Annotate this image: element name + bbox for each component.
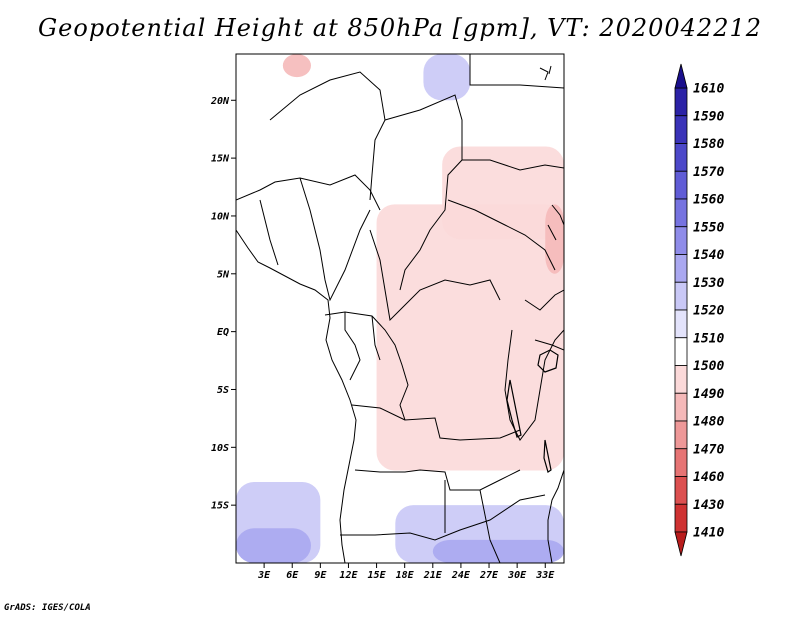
field-east-edge-red — [545, 204, 564, 274]
colorbar-swatch — [674, 87, 688, 117]
colorbar-level-label: 1530 — [693, 276, 724, 291]
lake-tanganyika — [506, 379, 522, 438]
y-tick-label: 10S — [211, 443, 229, 454]
border-angola — [351, 404, 521, 491]
colorbar-level-label: 1500 — [693, 359, 724, 374]
grads-credit: GrADS: IGES/COLA — [4, 603, 91, 613]
x-tick-label: 30E — [507, 570, 527, 581]
colorbar-level-label: 1580 — [693, 137, 724, 152]
border-gabon-congo — [344, 312, 381, 381]
colorbar-swatch — [674, 170, 688, 200]
border-southern-africa — [340, 480, 546, 563]
border-west-sahel — [236, 174, 381, 211]
x-tick-label: 24E — [451, 570, 471, 581]
y-tick-label: 5N — [217, 269, 230, 280]
coastline-west-africa — [236, 229, 357, 563]
chart-title: Geopotential Height at 850hPa [gpm], VT:… — [38, 14, 762, 42]
colorbar-swatch — [674, 226, 688, 255]
colorbar-top-arrow — [674, 63, 688, 89]
y-tick-label: 5S — [217, 385, 229, 396]
x-tick-label: 27E — [479, 570, 499, 581]
colorbar-level-label: 1470 — [693, 442, 724, 457]
field-northwest-red-patch — [282, 54, 311, 78]
coastline-layer — [236, 54, 564, 563]
red-sea-coast — [539, 65, 552, 81]
x-tick-label: 12E — [339, 570, 358, 581]
colorbar: 1610 1590 1580 1570 1560 1550 1540 1530 1520 1510… — [674, 63, 724, 557]
colorbar-swatch — [674, 115, 688, 144]
border-car — [369, 229, 501, 322]
y-axis: 20N 15N 10N 5N EQ 5S 10S 15S — [210, 96, 236, 512]
border-congo-basin — [324, 311, 521, 441]
border-egypt — [469, 54, 564, 89]
y-tick-label: EQ — [217, 327, 229, 338]
colorbar-swatch — [674, 448, 688, 477]
colorbar-level-label: 1430 — [693, 498, 724, 513]
x-tick-label: 6E — [286, 570, 299, 581]
colorbar-swatch — [674, 476, 688, 505]
field-southeast-deep-blue — [432, 539, 564, 563]
colorbar-swatch — [674, 337, 688, 366]
x-tick-label: 3E — [257, 570, 271, 581]
border-sahara-north — [269, 71, 386, 201]
colorbar-swatch — [674, 392, 688, 422]
colorbar-level-label: 1550 — [693, 220, 724, 235]
border-nigeria — [259, 177, 371, 302]
colorbar-level-label: 1520 — [693, 304, 724, 319]
colorbar-level-label: 1570 — [693, 165, 724, 180]
field-sudan-red — [442, 146, 564, 240]
border-east-edge — [547, 204, 564, 241]
x-tick-label: 21E — [423, 570, 443, 581]
x-tick-label: 15E — [368, 570, 387, 581]
colorbar-level-label: 1560 — [693, 193, 724, 208]
border-chad-libya — [384, 94, 463, 291]
y-tick-label: 15N — [211, 154, 230, 165]
map-frame — [235, 53, 565, 564]
y-tick-label: 10N — [211, 211, 230, 222]
x-tick-label: 9E — [314, 570, 327, 581]
colorbar-swatch — [674, 420, 688, 450]
colorbar-swatch — [674, 198, 688, 228]
x-axis: 3E 6E 9E 12E 15E 18E 21E 24E 27E 30E 33E — [257, 563, 555, 581]
colorbar-level-label: 1540 — [693, 248, 724, 263]
colorbar-swatch — [674, 503, 688, 533]
coastline-east-africa — [547, 469, 564, 563]
colorbar-level-label: 1490 — [693, 387, 724, 402]
colorbar-swatch — [674, 254, 688, 283]
y-tick-label: 20N — [210, 96, 230, 107]
colorbar-level-label: 1410 — [693, 526, 724, 541]
lake-victoria — [537, 349, 559, 373]
colorbar-swatch — [674, 309, 688, 339]
colorbar-swatch — [674, 143, 688, 172]
x-tick-label: 33E — [535, 570, 555, 581]
colorbar-level-label: 1510 — [693, 331, 724, 346]
colorbar-level-label: 1610 — [693, 82, 724, 97]
colorbar-level-label: 1460 — [693, 470, 724, 485]
field-far-southwest-blue — [236, 528, 311, 563]
field-central-africa-red — [376, 204, 564, 471]
colorbar-swatch — [674, 365, 688, 394]
field-layer — [236, 54, 564, 563]
colorbar-level-label: 1480 — [693, 415, 724, 430]
colorbar-bottom-arrow — [674, 531, 688, 557]
lake-malawi — [543, 439, 552, 473]
colorbar-swatch — [674, 281, 688, 311]
border-east-africa — [524, 289, 564, 351]
colorbar-level-label: 1590 — [693, 109, 724, 124]
x-tick-label: 18E — [396, 570, 415, 581]
field-north-blue-patch — [423, 54, 471, 101]
y-tick-label: 15S — [211, 501, 229, 512]
border-sudan — [447, 159, 564, 271]
